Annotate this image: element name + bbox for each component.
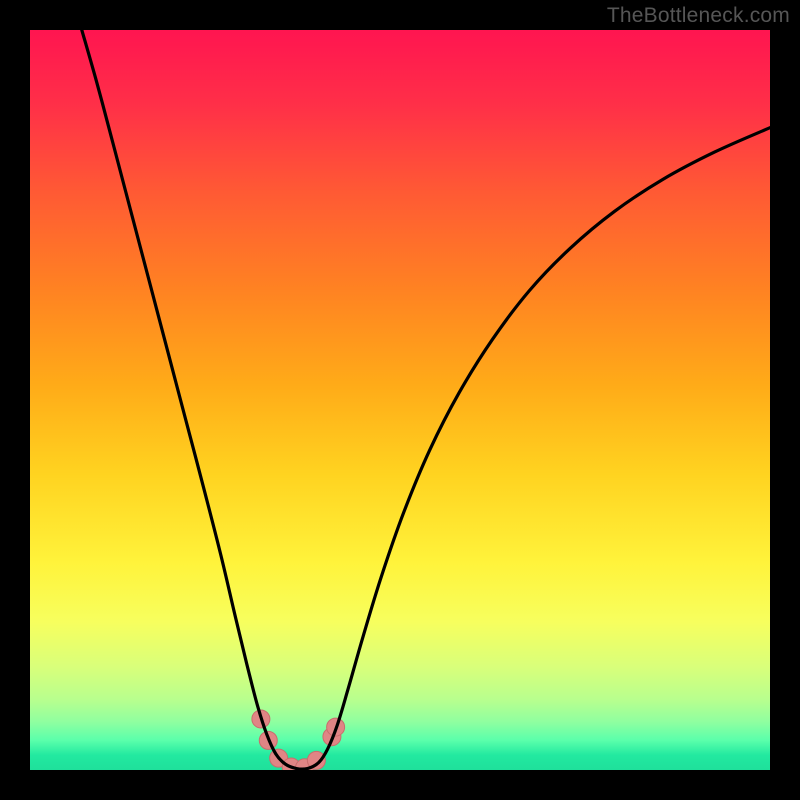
plot-area: [30, 30, 770, 770]
watermark-text: TheBottleneck.com: [607, 4, 790, 28]
bottleneck-curve-path: [82, 30, 770, 769]
bottleneck-chart: [30, 30, 770, 770]
